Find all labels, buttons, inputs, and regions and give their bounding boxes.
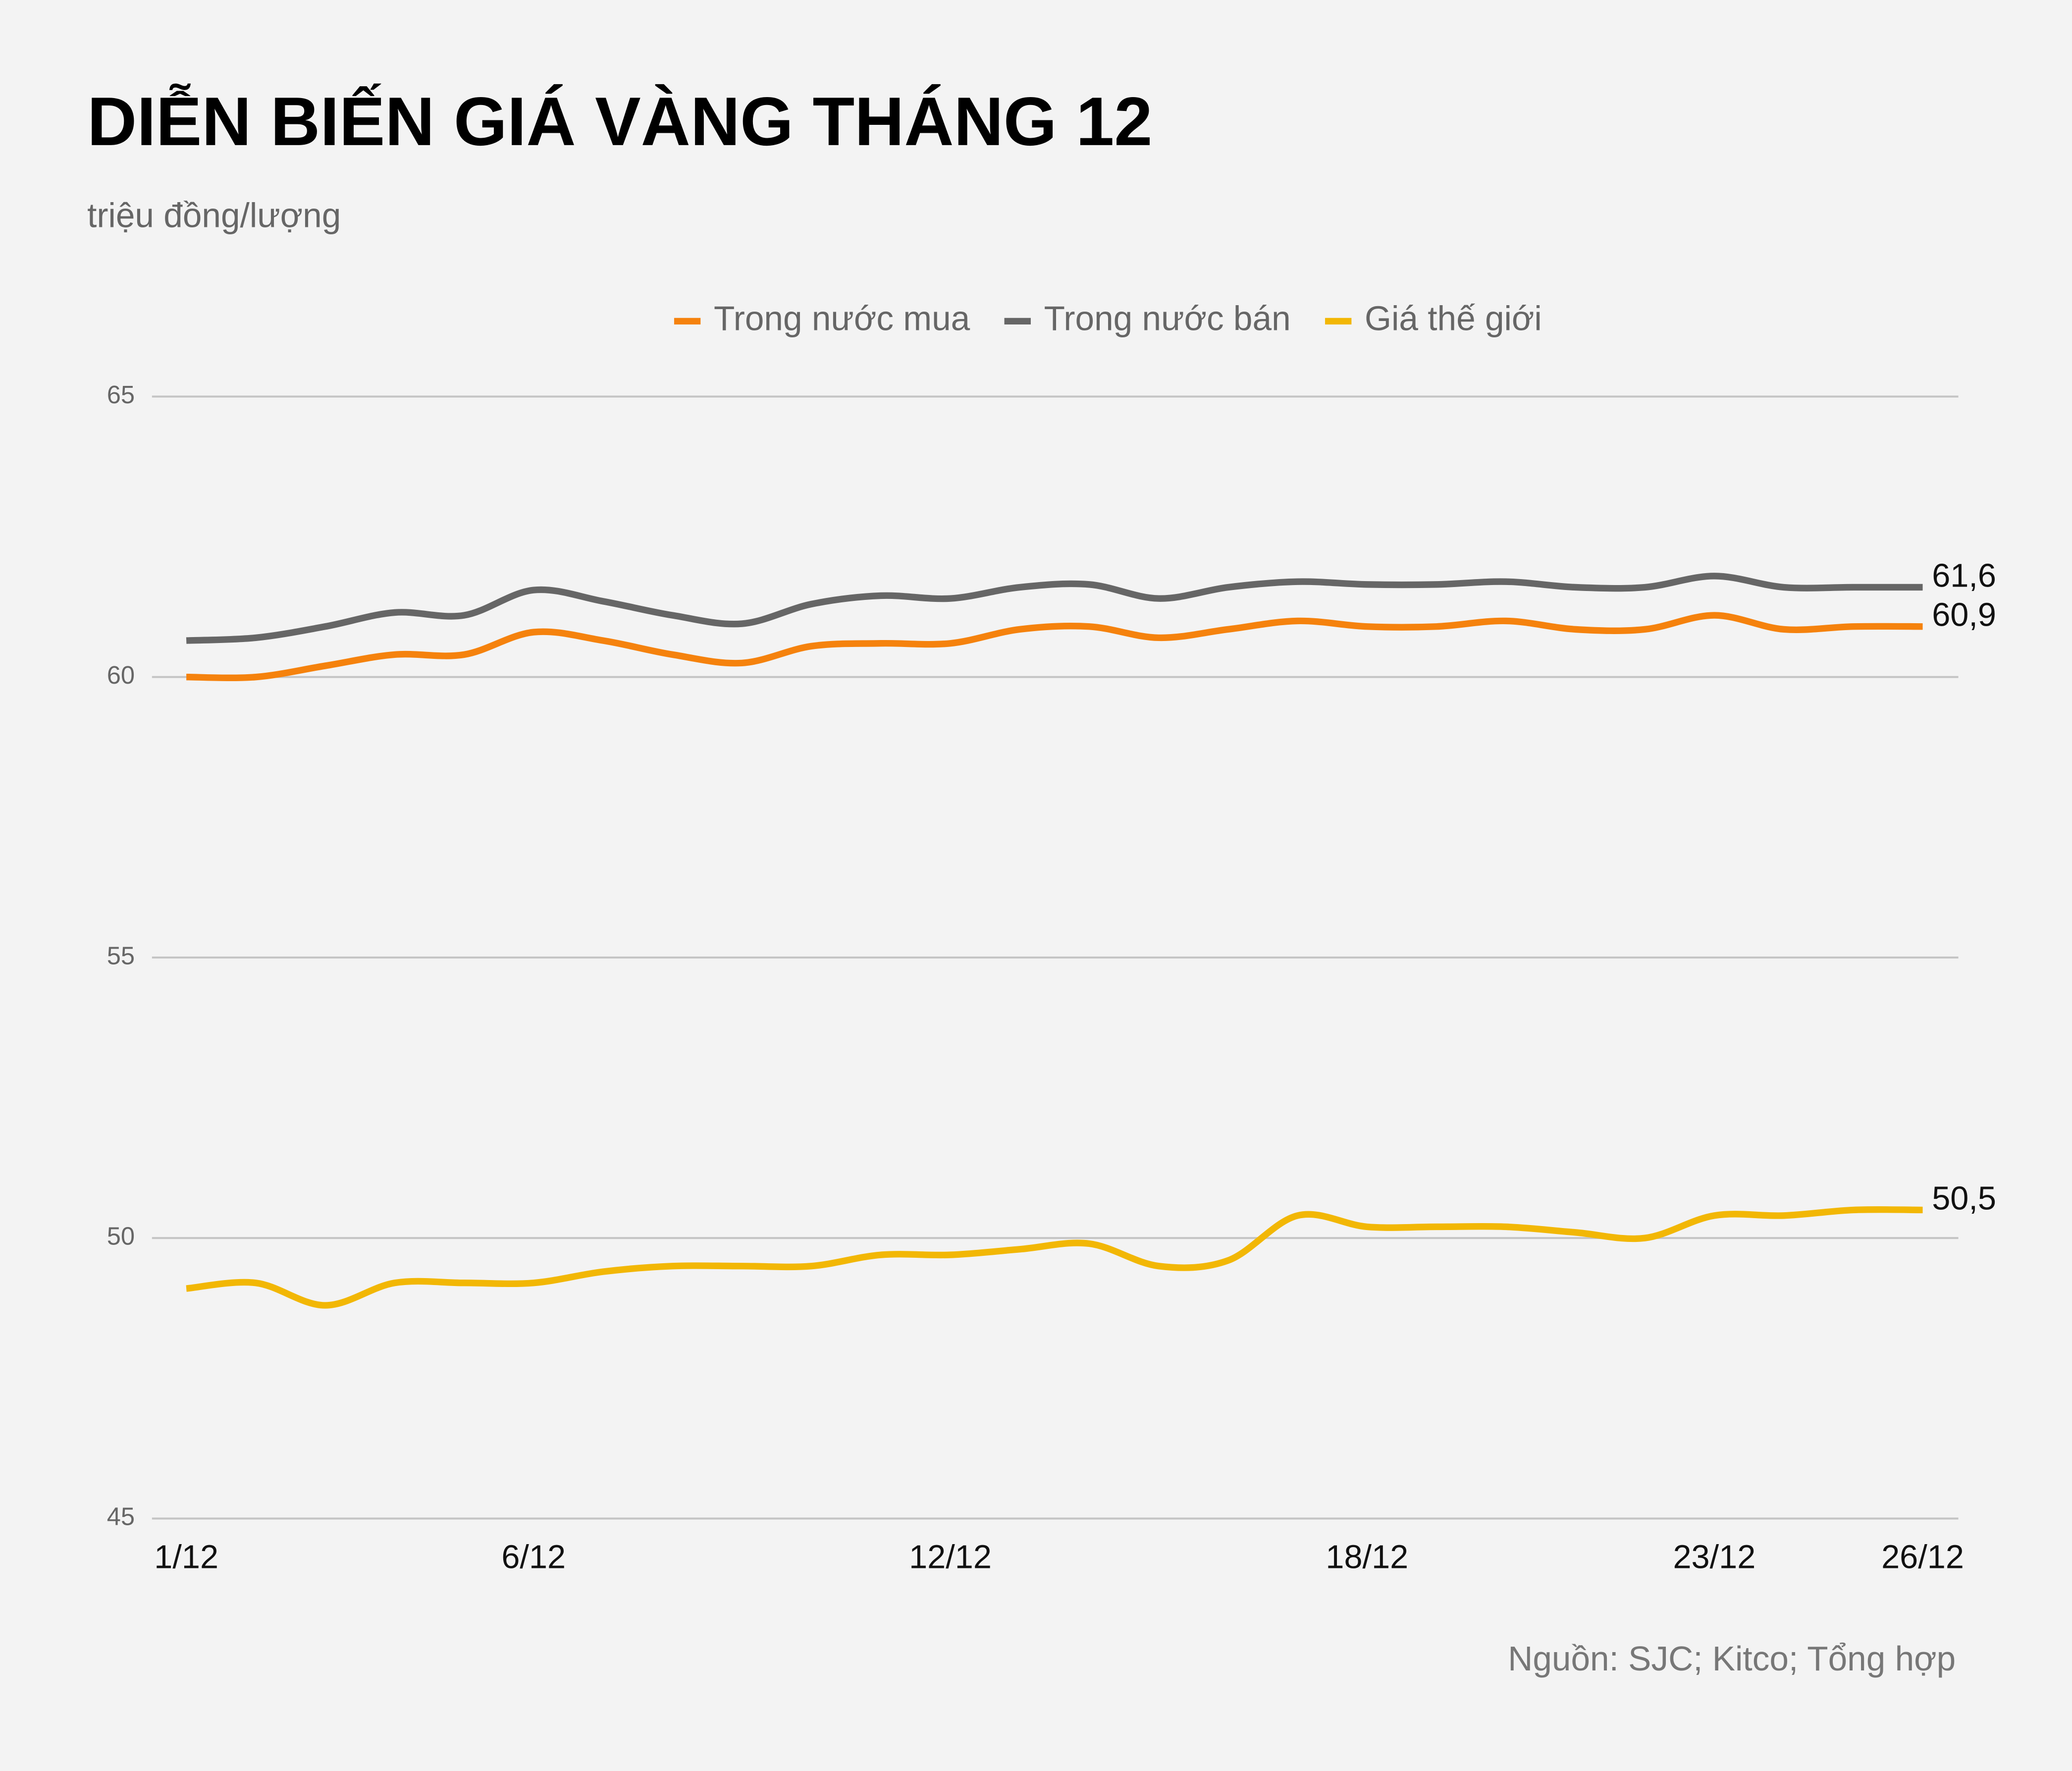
series-line xyxy=(186,1206,1923,1309)
legend-label: Trong nước mua xyxy=(714,299,970,338)
y-tick-label: 65 xyxy=(107,380,135,409)
y-tick-label: 55 xyxy=(107,941,135,969)
x-tick-label: 23/12 xyxy=(1673,1539,1755,1576)
source: Nguồn: SJC; Kitco; Tổng hợp xyxy=(1508,1639,1956,1678)
y-tick-label: 50 xyxy=(107,1222,135,1250)
value-label: 50,5 xyxy=(1932,1180,1996,1217)
x-tick-label: 26/12 xyxy=(1881,1539,1964,1576)
y-tick-label: 45 xyxy=(107,1503,135,1531)
legend-label: Trong nước bán xyxy=(1044,299,1291,338)
chart-title: DIỄN BIẾN GIÁ VÀNG THÁNG 12 xyxy=(87,83,1152,160)
y-tick-label: 60 xyxy=(107,661,135,689)
value-label: 61,6 xyxy=(1932,557,1996,594)
x-tick-label: 18/12 xyxy=(1326,1539,1408,1576)
value-label: 60,9 xyxy=(1932,597,1996,634)
series-line xyxy=(186,573,1923,644)
x-tick-label: 12/12 xyxy=(909,1539,992,1576)
x-tick-label: 6/12 xyxy=(501,1539,566,1576)
chart-subtitle: triệu đồng/lượng xyxy=(87,196,341,235)
legend-label: Giá thế giới xyxy=(1365,299,1542,338)
legend: Trong nước mua Trong nước bán Giá thế giới xyxy=(674,299,1542,338)
series-line xyxy=(186,612,1923,682)
x-tick-label: 1/12 xyxy=(154,1539,218,1576)
